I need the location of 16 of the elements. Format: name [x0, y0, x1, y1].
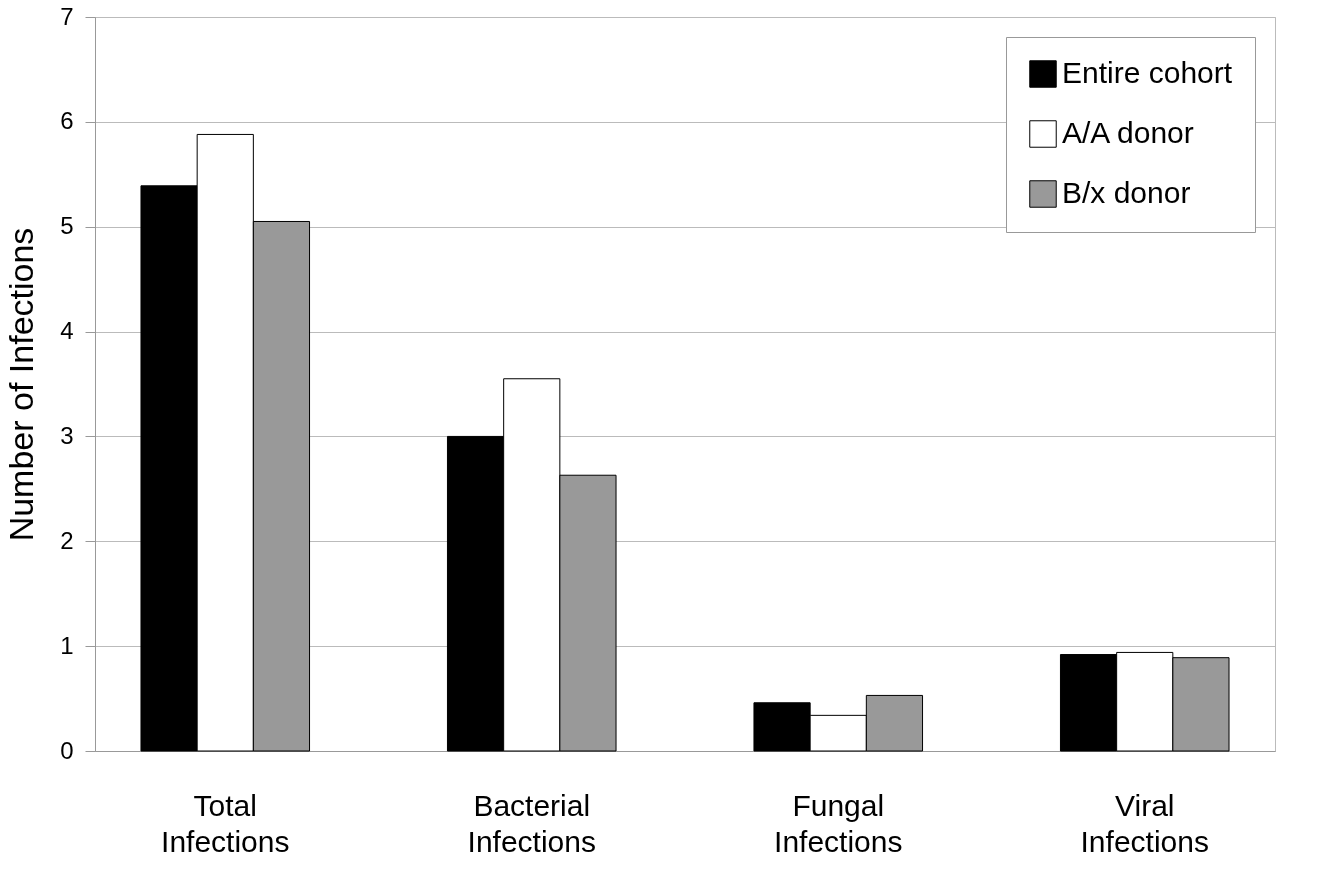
y-tick-label: 0: [60, 736, 74, 764]
x-tick-label: Viral Infections: [1080, 788, 1209, 858]
y-axis-title: Number of Infections: [2, 227, 41, 542]
legend-label: A/A donor: [1062, 116, 1194, 149]
x-tick-label: Fungal Infections: [774, 788, 903, 858]
legend-label: Entire cohort: [1062, 56, 1233, 89]
y-tick-label: 6: [60, 107, 74, 135]
y-tick-label: 1: [60, 631, 74, 659]
y-tick-label: 3: [60, 421, 74, 449]
y-tick-label: 7: [60, 2, 74, 30]
x-tick-label: Total Infections: [161, 788, 290, 858]
y-tick-label: 5: [60, 212, 74, 240]
x-tick-label: Bacterial Infections: [467, 788, 596, 858]
y-tick-label: 4: [60, 317, 74, 345]
y-tick-label: 2: [60, 526, 74, 554]
legend-label: B/x donor: [1062, 176, 1191, 209]
